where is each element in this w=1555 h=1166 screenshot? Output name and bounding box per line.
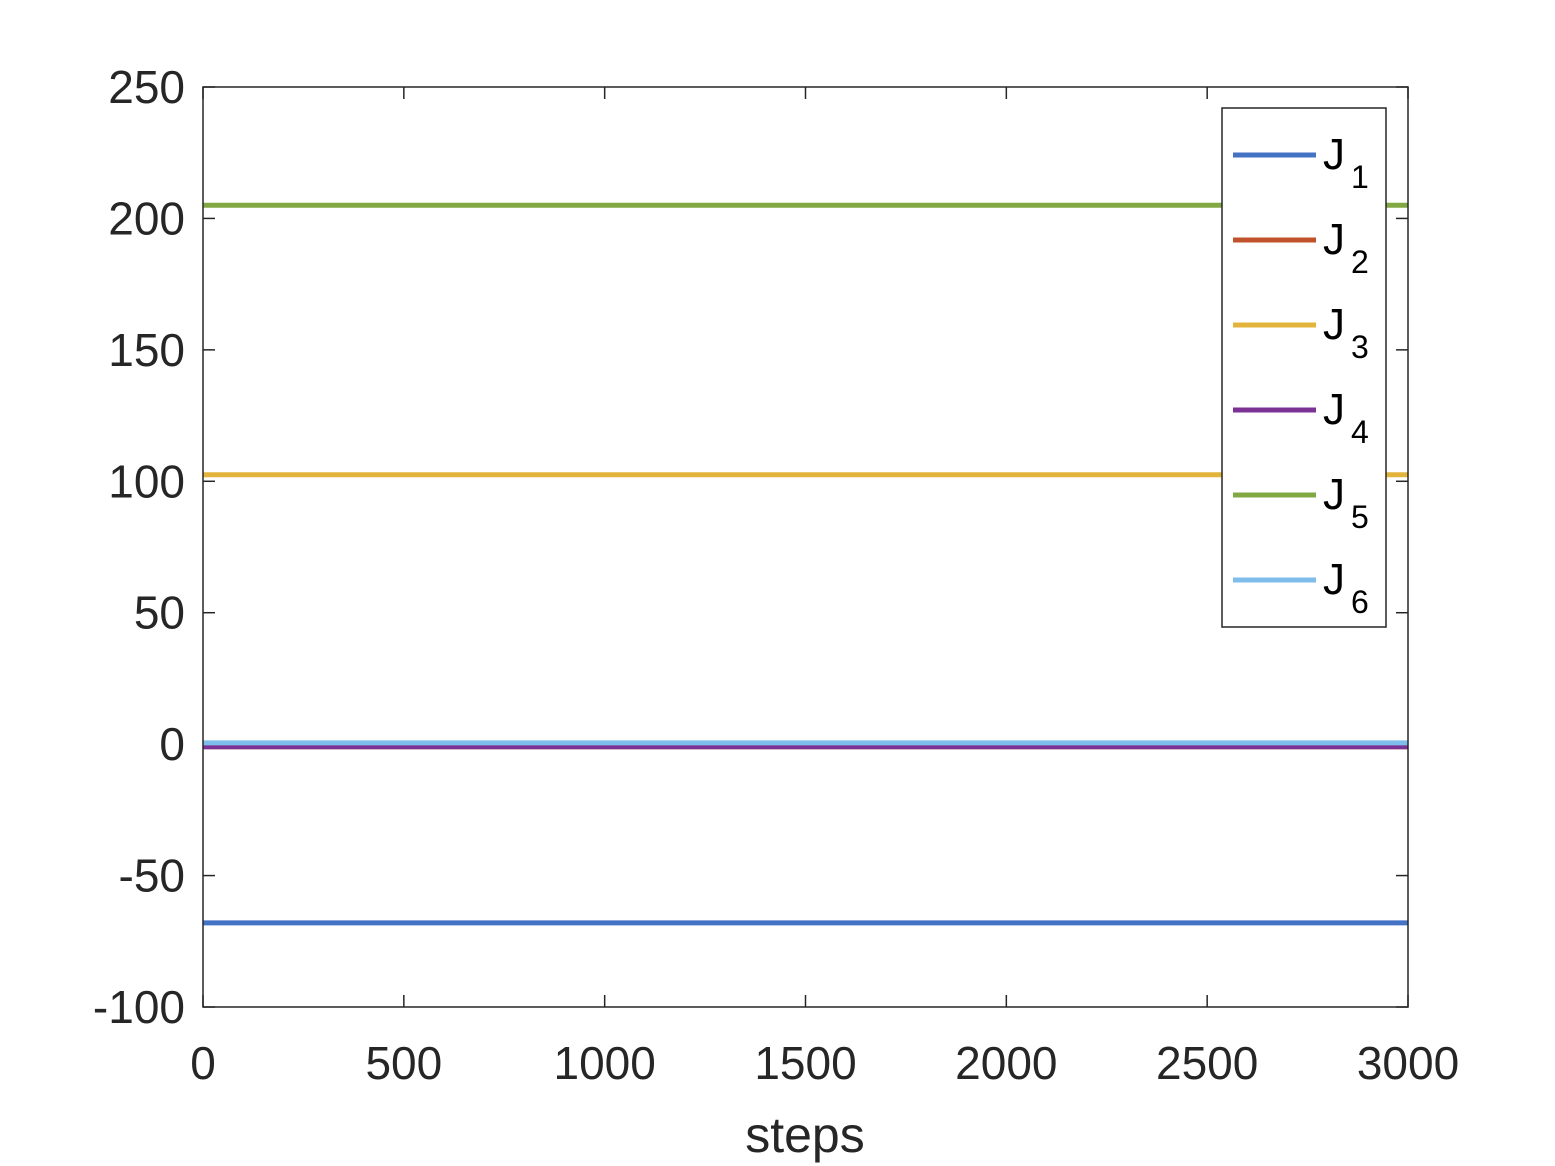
legend: J 1J 2J 3J 4J 5J 6 bbox=[1221, 107, 1387, 628]
y-tick-label: 150 bbox=[108, 324, 185, 376]
y-tick-label: 50 bbox=[134, 587, 185, 639]
plot-background bbox=[203, 87, 1408, 1007]
legend-box bbox=[1221, 107, 1387, 628]
y-tick-label: 250 bbox=[108, 61, 185, 113]
x-tick-label: 2000 bbox=[955, 1037, 1057, 1089]
legend-label: J bbox=[1323, 215, 1345, 264]
y-tick-label: -100 bbox=[93, 981, 185, 1033]
legend-label-subscript: 1 bbox=[1351, 159, 1369, 195]
legend-label-subscript: 3 bbox=[1351, 329, 1369, 365]
tick-labels: 0 500 1000 1500 2000 2500 3000 -100 -50 0 50 100 150… bbox=[93, 61, 1459, 1089]
series-lines bbox=[203, 202, 1408, 926]
legend-label: J bbox=[1323, 470, 1345, 519]
x-tick-label: 500 bbox=[365, 1037, 442, 1089]
legend-label: J bbox=[1323, 385, 1345, 434]
legend-label-subscript: 5 bbox=[1351, 499, 1369, 535]
y-tick-label: 100 bbox=[108, 455, 185, 507]
x-tick-label: 1500 bbox=[754, 1037, 856, 1089]
legend-label: J bbox=[1323, 130, 1345, 179]
y-tick-label: -50 bbox=[119, 850, 185, 902]
legend-label-subscript: 2 bbox=[1351, 244, 1369, 280]
x-tick-label: 1000 bbox=[553, 1037, 655, 1089]
y-tick-label: 200 bbox=[108, 192, 185, 244]
legend-label: J bbox=[1323, 300, 1345, 349]
plot-frame bbox=[202, 86, 1409, 1008]
x-axis-title: steps bbox=[745, 1107, 865, 1163]
legend-label-subscript: 4 bbox=[1351, 414, 1369, 450]
x-tick-label: 3000 bbox=[1357, 1037, 1459, 1089]
legend-label: J bbox=[1323, 555, 1345, 604]
x-tick-label: 0 bbox=[190, 1037, 216, 1089]
x-tick-label: 2500 bbox=[1156, 1037, 1258, 1089]
y-tick-label: 0 bbox=[159, 718, 185, 770]
legend-label-subscript: 6 bbox=[1351, 584, 1369, 620]
